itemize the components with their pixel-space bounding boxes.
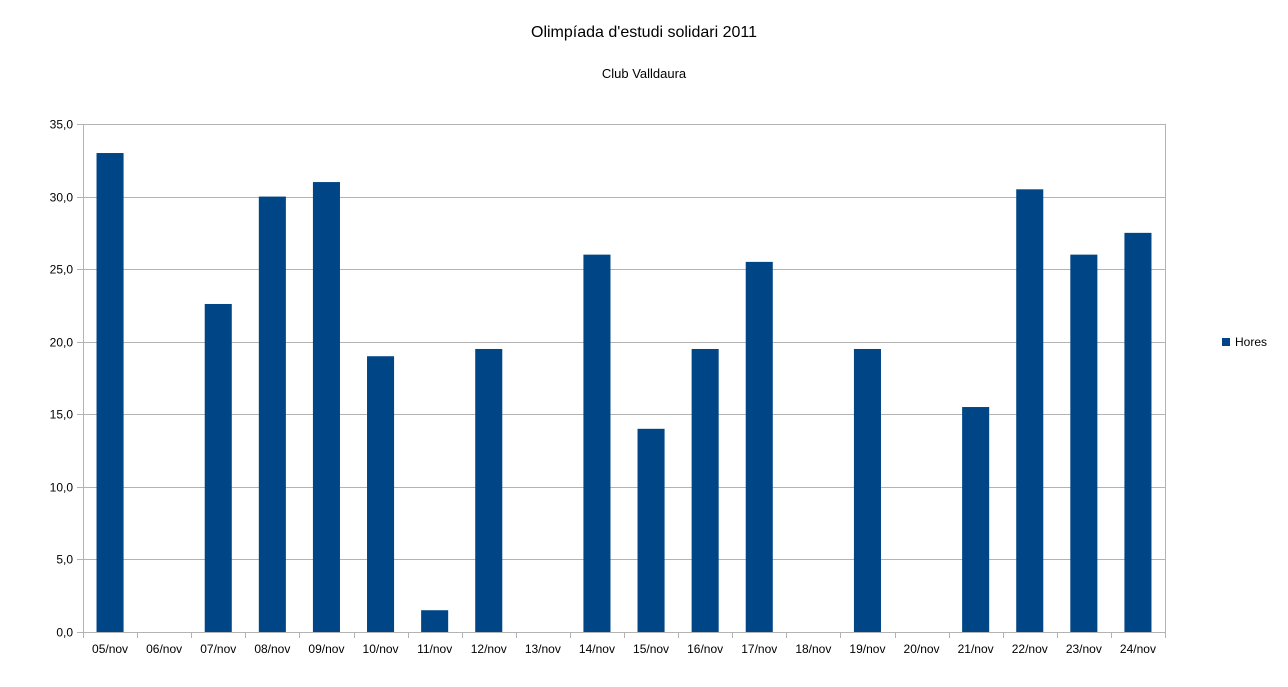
bar [258, 196, 286, 633]
x-tick-label: 14/nov [579, 642, 615, 656]
chart-subtitle: Club Valldaura [601, 66, 687, 81]
x-tick-label: 05/nov [92, 642, 128, 656]
x-tick-label: 19/nov [849, 642, 885, 656]
y-tick-label: 30,0 [50, 191, 74, 205]
x-tick-label: 08/nov [254, 642, 290, 656]
bar [367, 356, 395, 632]
bar [745, 261, 773, 632]
x-tick-labels: 05/nov 06/nov 07/nov 08/nov 09/nov 10/nov 11/n… [92, 642, 1156, 656]
x-tick-label: 24/nov [1120, 642, 1156, 656]
x-tick-label: 20/nov [904, 642, 940, 656]
x-tick-label: 21/nov [958, 642, 994, 656]
bar [1124, 232, 1152, 632]
y-tick-label: 0,0 [56, 626, 73, 640]
x-tick-label: 23/nov [1066, 642, 1102, 656]
bar [1070, 254, 1098, 632]
chart-title: Olimpíada d'estudi solidari 2011 [531, 24, 757, 41]
x-tick-label: 17/nov [741, 642, 777, 656]
x-tick-label: 18/nov [795, 642, 831, 656]
bar [691, 348, 719, 632]
x-tick-label: 13/nov [525, 642, 561, 656]
x-tick-label: 16/nov [687, 642, 723, 656]
bar [1016, 189, 1044, 633]
y-tick-label: 5,0 [56, 553, 73, 567]
bar [421, 610, 449, 632]
bar [637, 428, 665, 632]
y-tick-label: 15,0 [50, 408, 74, 422]
bar [312, 182, 340, 633]
x-tick-label: 10/nov [363, 642, 399, 656]
y-tick-label: 25,0 [50, 263, 74, 277]
y-tick-label: 20,0 [50, 336, 74, 350]
plot-area-border [83, 124, 1166, 633]
legend-label: Hores [1235, 335, 1268, 349]
x-tick-label: 12/nov [471, 642, 507, 656]
bars [96, 153, 1152, 633]
y-tick-label: 35,0 [50, 118, 74, 132]
x-tick-label: 11/nov [417, 642, 452, 656]
y-tick-labels: 0,0 5,0 10,0 15,0 20,0 25,0 30,0 35,0 [50, 118, 74, 640]
bar [583, 254, 611, 632]
bar [853, 348, 881, 632]
axes [77, 124, 1166, 638]
legend: Hores [1222, 335, 1267, 349]
x-tick-label: 15/nov [633, 642, 669, 656]
bar [204, 303, 232, 632]
bar [962, 407, 990, 632]
bar [475, 348, 503, 632]
y-tick-label: 10,0 [50, 481, 74, 495]
bar [96, 153, 124, 632]
x-tick-label: 06/nov [146, 642, 182, 656]
x-tick-label: 22/nov [1012, 642, 1048, 656]
x-tick-label: 07/nov [200, 642, 236, 656]
x-tick-label: 09/nov [308, 642, 344, 656]
grid-lines [83, 124, 1165, 633]
legend-swatch [1222, 338, 1230, 346]
